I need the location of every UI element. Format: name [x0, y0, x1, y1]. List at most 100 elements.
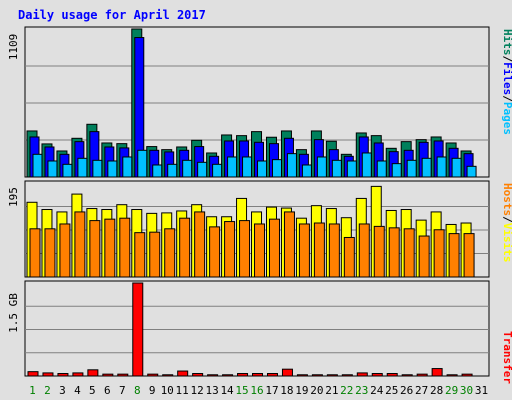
x-tick-label-22: 22 — [340, 384, 353, 397]
x-tick-label-29: 29 — [445, 384, 458, 397]
series-pages — [32, 149, 477, 178]
panel-frame — [24, 280, 490, 377]
bar-transfer-17 — [266, 373, 278, 377]
bar-transfer-19 — [296, 374, 308, 377]
bar-transfer-20 — [311, 374, 323, 377]
bar-transfer-18 — [281, 368, 293, 377]
x-tick-label-1: 1 — [29, 384, 36, 397]
x-tick-label-31: 31 — [475, 384, 488, 397]
bar-pages-19 — [301, 164, 312, 178]
bar-transfer-7 — [117, 373, 129, 377]
top-panel: 1109 Hits/Files/Pages — [7, 26, 512, 178]
bar-hosts-18 — [283, 211, 295, 278]
bottom-panel: 1.5 GB Transfer — [7, 280, 512, 384]
bar-transfer-29 — [446, 374, 458, 377]
bar-pages-3 — [62, 163, 73, 178]
bar-hosts-27 — [418, 235, 430, 278]
bar-pages-20 — [316, 156, 327, 178]
y-side-label: Hits/Files/Pages — [501, 29, 512, 135]
bar-hosts-3 — [59, 223, 71, 278]
bar-transfer-9 — [147, 373, 159, 377]
y-side-label: Transfer — [501, 331, 512, 384]
bar-pages-23 — [361, 152, 372, 178]
bar-pages-11 — [182, 159, 193, 178]
bar-transfer-10 — [162, 374, 174, 377]
bar-pages-8 — [137, 149, 148, 178]
bar-pages-5 — [92, 159, 103, 178]
side-label-part: Hits — [501, 29, 512, 56]
bar-pages-4 — [77, 157, 88, 178]
x-tick-label-2: 2 — [44, 384, 51, 397]
bar-pages-7 — [122, 156, 133, 178]
bar-pages-9 — [152, 164, 163, 178]
x-tick-label-5: 5 — [89, 384, 96, 397]
y-max-label: 195 — [7, 187, 20, 207]
bar-hosts-1 — [29, 228, 41, 278]
x-tick-label-23: 23 — [355, 384, 368, 397]
y-max-label: 1.5 GB — [7, 293, 20, 333]
bar-transfer-22 — [341, 374, 353, 377]
panels: 1109 Hits/Files/Pages 195 Hosts/Visits 1.5 G… — [7, 26, 512, 384]
bar-hosts-9 — [149, 231, 161, 278]
bar-pages-15 — [242, 156, 253, 178]
bar-pages-30 — [466, 165, 477, 178]
bar-transfer-28 — [431, 368, 443, 377]
x-tick-label-9: 9 — [149, 384, 156, 397]
x-tick-label-14: 14 — [220, 384, 234, 397]
bar-hosts-30 — [463, 233, 475, 278]
bar-hosts-16 — [254, 223, 266, 278]
bar-pages-13 — [212, 163, 223, 178]
bar-transfer-6 — [102, 373, 114, 377]
bar-transfer-13 — [207, 374, 219, 377]
bar-transfer-1 — [27, 371, 39, 377]
bar-transfer-30 — [461, 373, 473, 377]
bar-hosts-13 — [209, 226, 221, 278]
x-tick-label-3: 3 — [59, 384, 66, 397]
x-tick-label-19: 19 — [295, 384, 308, 397]
x-tick-label-7: 7 — [119, 384, 126, 397]
bar-pages-1 — [32, 153, 43, 178]
bar-hosts-12 — [194, 211, 206, 278]
x-tick-label-17: 17 — [265, 384, 278, 397]
bar-transfer-15 — [237, 373, 249, 377]
bar-hosts-5 — [89, 220, 101, 278]
y-max-label: 1109 — [7, 34, 20, 61]
x-axis-labels: 1 2 3 4 5 6 7 8 9 10 11 12 13 14 15 16 17 18 19 20 21 22 23 24 2… — [29, 384, 488, 397]
bar-pages-25 — [391, 163, 402, 178]
x-tick-label-11: 11 — [176, 384, 189, 397]
bar-hosts-26 — [403, 228, 415, 278]
bar-hosts-22 — [343, 236, 355, 278]
side-label-part: / — [501, 56, 512, 63]
bar-pages-29 — [451, 157, 462, 178]
bar-hosts-6 — [104, 218, 116, 278]
bar-hosts-17 — [268, 218, 280, 278]
side-label-part: / — [501, 216, 512, 223]
y-side-label: Hosts/Visits — [501, 183, 512, 263]
x-tick-label-16: 16 — [250, 384, 263, 397]
bar-pages-2 — [47, 160, 58, 178]
chart-title: Daily usage for April 2017 — [18, 8, 206, 22]
x-tick-label-25: 25 — [385, 384, 398, 397]
x-tick-label-18: 18 — [280, 384, 293, 397]
bar-pages-17 — [271, 159, 282, 178]
bar-transfer-8 — [132, 282, 144, 377]
x-tick-label-13: 13 — [205, 384, 218, 397]
bar-hosts-21 — [328, 223, 340, 278]
x-tick-label-20: 20 — [310, 384, 323, 397]
bar-hosts-4 — [74, 211, 86, 278]
bar-hosts-7 — [119, 217, 131, 278]
bar-transfer-12 — [192, 373, 204, 377]
bar-hosts-29 — [448, 233, 460, 278]
x-tick-label-30: 30 — [460, 384, 473, 397]
bar-transfer-2 — [42, 372, 54, 377]
x-tick-label-28: 28 — [430, 384, 443, 397]
x-tick-label-27: 27 — [415, 384, 428, 397]
bar-pages-22 — [346, 160, 357, 178]
bar-hosts-23 — [358, 223, 370, 278]
bar-pages-24 — [376, 160, 387, 178]
x-tick-label-4: 4 — [74, 384, 81, 397]
bar-transfer-4 — [72, 372, 84, 377]
bar-hosts-19 — [298, 223, 310, 278]
bar-transfer-16 — [252, 373, 264, 377]
